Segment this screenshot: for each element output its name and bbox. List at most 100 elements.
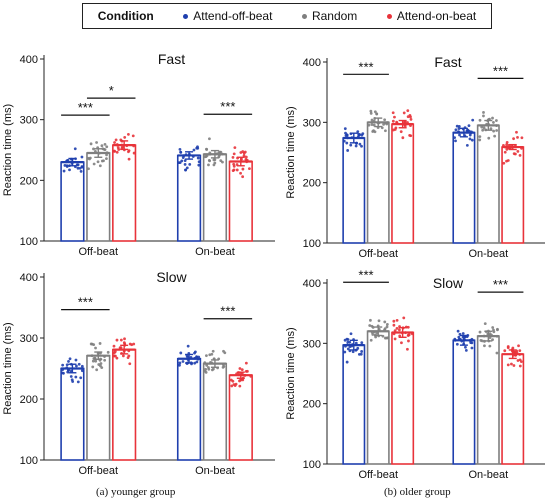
- data-point: [105, 157, 108, 160]
- data-point: [517, 344, 520, 348]
- data-point: [483, 344, 486, 348]
- data-point: [496, 327, 499, 331]
- data-point: [91, 365, 95, 369]
- data-point: [205, 148, 209, 151]
- data-point: [360, 144, 363, 148]
- data-point: [113, 354, 117, 358]
- data-point: [68, 357, 72, 361]
- chart-title: Slow: [156, 269, 187, 285]
- data-point: [88, 157, 91, 161]
- data-point: [371, 333, 375, 336]
- y-tick-label: 300: [20, 115, 38, 127]
- data-point: [470, 138, 474, 142]
- bar: [112, 348, 137, 461]
- data-point: [471, 118, 475, 122]
- data-point: [181, 156, 185, 160]
- data-point: [454, 128, 458, 132]
- data-point: [241, 167, 245, 171]
- data-point: [131, 134, 135, 138]
- data-point: [464, 345, 467, 349]
- y-tick-label: 300: [303, 338, 321, 350]
- data-point: [406, 109, 410, 113]
- bar: [86, 354, 111, 461]
- data-point: [518, 349, 522, 353]
- data-point: [75, 163, 79, 167]
- data-point: [464, 349, 468, 352]
- data-point: [244, 155, 248, 159]
- data-point: [178, 161, 182, 165]
- significance-label: ***: [358, 267, 373, 282]
- data-point: [457, 335, 461, 339]
- significance-label: *: [109, 83, 114, 98]
- data-point: [373, 110, 377, 114]
- data-point: [193, 350, 197, 354]
- significance-label: ***: [220, 304, 235, 319]
- data-point: [121, 354, 125, 358]
- x-tick-label: On-beat: [468, 248, 508, 260]
- bar: [112, 144, 137, 242]
- chart-older-fast: Fast 100 200 300 400 Reaction time (ms) Off-be…: [285, 54, 545, 260]
- data-point: [62, 169, 66, 173]
- data-point: [381, 334, 385, 338]
- data-point: [68, 168, 71, 172]
- data-point: [98, 164, 102, 168]
- data-point: [391, 111, 395, 115]
- data-point: [179, 351, 183, 355]
- data-point: [193, 361, 197, 365]
- data-point: [185, 166, 189, 170]
- data-point: [391, 119, 395, 123]
- y-tick-label: 200: [20, 175, 38, 187]
- data-point: [113, 350, 117, 353]
- data-point: [345, 141, 349, 145]
- data-point: [344, 131, 347, 135]
- data-point: [192, 148, 196, 152]
- data-point: [516, 359, 520, 362]
- data-point: [510, 362, 513, 366]
- y-tick-label: 400: [20, 54, 38, 66]
- data-point: [221, 160, 224, 164]
- data-point: [96, 160, 100, 164]
- data-point: [179, 150, 183, 154]
- data-point: [213, 161, 217, 165]
- data-point: [112, 344, 116, 348]
- x-tick-label: On-beat: [468, 469, 508, 481]
- data-point: [482, 126, 486, 130]
- data-point: [89, 142, 93, 146]
- data-point: [103, 142, 107, 146]
- y-tick-label: 300: [20, 333, 38, 345]
- significance-label: ***: [358, 59, 373, 74]
- data-point: [346, 340, 350, 344]
- data-point: [106, 350, 110, 354]
- data-point: [361, 132, 365, 136]
- data-point: [92, 147, 95, 151]
- y-axis-label: Reaction time (ms): [2, 104, 14, 196]
- data-point: [91, 359, 95, 363]
- data-point: [382, 122, 385, 126]
- data-point: [393, 115, 396, 119]
- chart-younger-fast: Fast 100 200 300 400 Reaction time (ms) Off-be…: [2, 51, 275, 258]
- data-point: [207, 163, 210, 167]
- data-point: [105, 145, 109, 149]
- data-point: [130, 343, 134, 347]
- data-point: [457, 125, 461, 128]
- bar: [228, 374, 253, 461]
- bar: [60, 161, 85, 242]
- data-point: [395, 327, 399, 330]
- x-tick-label: Off-beat: [358, 248, 398, 260]
- data-point: [113, 141, 116, 144]
- data-point: [349, 143, 353, 147]
- data-point: [231, 169, 235, 173]
- data-point: [196, 145, 199, 149]
- significance-label: ***: [493, 63, 508, 78]
- data-point: [102, 159, 105, 163]
- data-point: [343, 127, 347, 131]
- data-point: [67, 368, 70, 372]
- y-tick-label: 400: [20, 272, 38, 284]
- data-point: [468, 133, 472, 137]
- data-point: [454, 139, 457, 143]
- bar: [501, 353, 525, 465]
- data-point: [244, 157, 248, 161]
- data-point: [115, 150, 119, 154]
- bar: [391, 331, 415, 465]
- significance-label: ***: [220, 99, 235, 114]
